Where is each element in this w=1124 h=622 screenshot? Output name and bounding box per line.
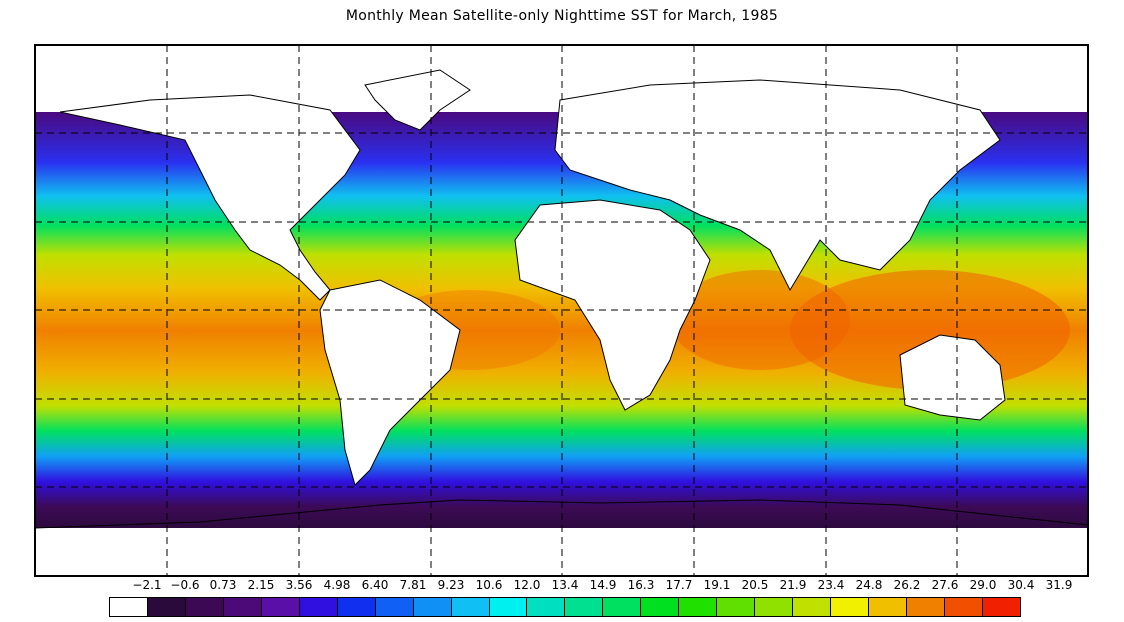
- legend-tick-label: 9.23: [437, 578, 465, 592]
- legend-tick-label: 12.0: [513, 578, 541, 592]
- legend-tick-label: 13.4: [551, 578, 579, 592]
- legend-swatch: [907, 598, 945, 616]
- legend-swatch: [375, 598, 414, 616]
- graticule: [35, 45, 1088, 576]
- legend-swatch: [110, 598, 148, 616]
- legend-swatch: [299, 598, 338, 616]
- legend-tick-label: 4.98: [323, 578, 351, 592]
- legend-swatch: [261, 598, 300, 616]
- map-title: Monthly Mean Satellite-only Nighttime SS…: [345, 8, 779, 24]
- legend-tick-label: 17.7: [665, 578, 693, 592]
- legend-tick-label: 20.5: [741, 578, 769, 592]
- legend-tick-label: 3.56: [285, 578, 313, 592]
- indo-pacific-warm-pool: [790, 270, 1070, 390]
- legend-tick-label: 21.9: [779, 578, 807, 592]
- legend-swatch: [831, 598, 870, 616]
- legend-swatch: [944, 598, 983, 616]
- africa: [514, 199, 711, 411]
- legend-swatch: [641, 598, 680, 616]
- legend-swatch: [717, 598, 756, 616]
- legend-tick-label: 10.6: [475, 578, 503, 592]
- legend-tick-label: 29.0: [969, 578, 997, 592]
- legend-tick-label: 7.81: [399, 578, 427, 592]
- legend-tick-label: 27.6: [931, 578, 959, 592]
- legend-tick-label: 31.9: [1045, 578, 1073, 592]
- legend-swatch: [527, 598, 566, 616]
- south-america: [319, 279, 461, 486]
- legend-swatch: [413, 598, 452, 616]
- legend-tick-label: 26.2: [893, 578, 921, 592]
- antarctica-coast: [35, 499, 1088, 529]
- legend-swatch: [603, 598, 642, 616]
- legend-tick-label: 30.4: [1007, 578, 1035, 592]
- legend-swatch: [223, 598, 262, 616]
- legend-tick-label: 23.4: [817, 578, 845, 592]
- legend-tick-label: −2.1: [132, 578, 162, 592]
- indian-ocean-warm: [670, 270, 850, 370]
- legend-tick-label: 0.73: [209, 578, 237, 592]
- legend-swatch: [982, 598, 1020, 616]
- map-frame: [34, 44, 1089, 577]
- legend-swatch: [489, 598, 528, 616]
- legend-swatch: [451, 598, 490, 616]
- sst-map: [34, 44, 1089, 577]
- legend-tick-label: 2.15: [247, 578, 275, 592]
- legend-colorbar: [109, 597, 1021, 617]
- legend-tick-label: 6.40: [361, 578, 389, 592]
- legend-swatch: [565, 598, 604, 616]
- legend-swatch: [793, 598, 832, 616]
- legend-swatch: [679, 598, 718, 616]
- legend-swatch: [755, 598, 794, 616]
- legend-tick-label: 24.8: [855, 578, 883, 592]
- legend-labels: −2.1 −0.6 0.73 2.15 3.56 4.98 6.40 7.81 9.23 10.6…: [0, 578, 1124, 594]
- legend-swatch: [185, 598, 224, 616]
- legend-swatch: [869, 598, 908, 616]
- legend-tick-label: 14.9: [589, 578, 617, 592]
- legend-tick-label: −0.6: [170, 578, 200, 592]
- legend-tick-label: 16.3: [627, 578, 655, 592]
- legend-swatch: [337, 598, 376, 616]
- legend-swatch: [147, 598, 186, 616]
- greenland: [364, 69, 471, 131]
- legend-tick-label: 19.1: [703, 578, 731, 592]
